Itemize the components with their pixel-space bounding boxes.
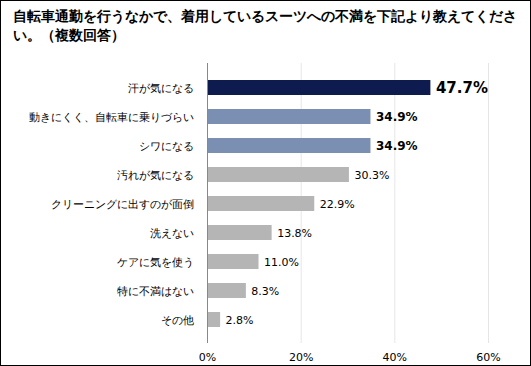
svg-text:汚れが気になる: 汚れが気になる	[117, 169, 194, 182]
svg-text:特に不満はない: 特に不満はない	[117, 285, 194, 298]
html-text:自転車通勤を行うなかで、着用しているスーツへの不満を下記より: 自転車通勤を行うなかで、着用しているスーツへの不満を下記より教えてください。（複…	[13, 8, 517, 43]
svg-text:2.8%: 2.8%	[226, 314, 254, 327]
svg-text:シワになる: シワになる	[139, 140, 194, 153]
svg-text:22.9%: 22.9%	[320, 198, 355, 211]
svg-text:20%: 20%	[289, 351, 313, 364]
svg-text:クリーニングに出すのが面倒: クリーニングに出すのが面倒	[51, 198, 194, 211]
svg-text:60%: 60%	[476, 351, 500, 364]
svg-text:動きにくく、自転車に乗りづらい: 動きにくく、自転車に乗りづらい	[29, 111, 194, 124]
svg-text:34.9%: 34.9%	[376, 110, 418, 124]
svg-text:30.3%: 30.3%	[354, 169, 389, 182]
svg-text:8.3%: 8.3%	[251, 285, 279, 298]
svg-text:47.7%: 47.7%	[436, 79, 488, 97]
svg-text:0%: 0%	[199, 351, 216, 364]
svg-text:洗えない: 洗えない	[150, 227, 194, 240]
svg-text:13.8%: 13.8%	[277, 227, 312, 240]
svg-text:ケアに気を使う: ケアに気を使う	[117, 256, 194, 269]
svg-text:その他: その他	[161, 314, 194, 327]
svg-text:汗が気になる: 汗が気になる	[128, 82, 194, 95]
svg-text:40%: 40%	[383, 351, 407, 364]
svg-text:34.9%: 34.9%	[376, 139, 418, 153]
svg-text:11.0%: 11.0%	[264, 256, 299, 269]
